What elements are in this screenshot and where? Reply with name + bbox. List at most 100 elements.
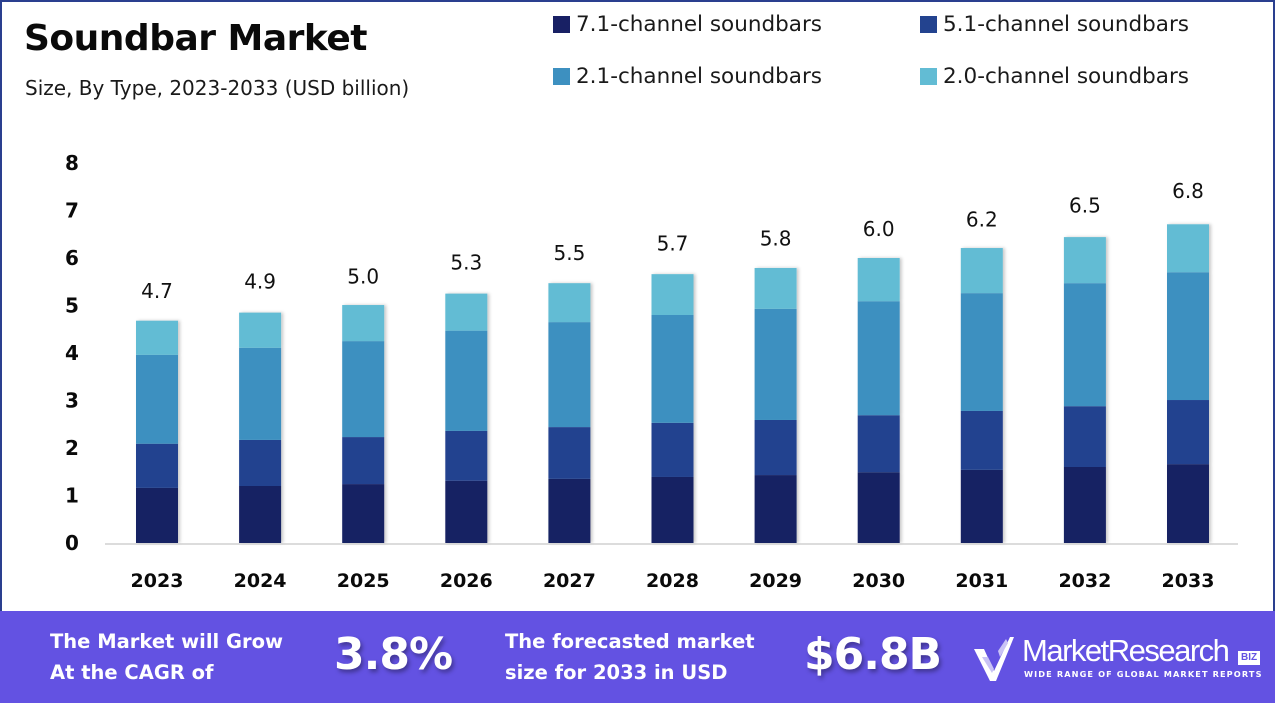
bar-segment-7-1-channel-soundbars	[445, 480, 488, 543]
y-tick-label: 0	[65, 531, 79, 555]
bar-segment-7-1-channel-soundbars	[651, 476, 694, 543]
y-tick-label: 5	[65, 294, 79, 318]
bar-stack-2030	[857, 258, 900, 543]
bar-segment-7-1-channel-soundbars	[857, 472, 900, 543]
total-data-label: 6.8	[1172, 179, 1204, 203]
total-data-label: 5.8	[760, 227, 792, 251]
x-tick-label: 2027	[543, 570, 596, 592]
bar-segment-2-0-channel-soundbars	[651, 274, 694, 315]
bar-segment-2-1-channel-soundbars	[1063, 283, 1106, 407]
bar-segment-5-1-channel-soundbars	[1167, 400, 1209, 465]
bar-segment-2-1-channel-soundbars	[239, 347, 282, 440]
bar-stack-2032	[1063, 237, 1106, 543]
bar-segment-2-1-channel-soundbars	[651, 315, 694, 423]
chart-subtitle: Size, By Type, 2023-2033 (USD billion)	[25, 76, 410, 100]
bar-segment-5-1-channel-soundbars	[445, 430, 488, 481]
x-tick-label: 2026	[440, 570, 493, 592]
x-axis: 2023 2024 2025 2026 2027 2028 2029 2030 2031 2032…	[131, 570, 1215, 592]
total-data-label: 6.0	[863, 217, 895, 241]
bar-segment-5-1-channel-soundbars	[136, 443, 178, 488]
brand-badge: BIZ	[1238, 651, 1261, 665]
cagr-caption-line2: At the CAGR of	[50, 661, 214, 684]
y-axis: 0 1 2 3 4 5 6 7 8	[65, 151, 79, 555]
bar-stack-2027	[548, 283, 591, 543]
bars	[136, 224, 1209, 543]
cagr-caption: The Market will Grow At the CAGR of	[50, 626, 283, 688]
x-tick-label: 2030	[852, 570, 905, 592]
x-tick-label: 2023	[131, 570, 184, 592]
legend-swatch-2-0	[920, 68, 937, 85]
brand-logo-icon	[974, 637, 1014, 681]
brand-tagline: WIDE RANGE OF GLOBAL MARKET REPORTS	[1024, 669, 1263, 679]
y-tick-label: 4	[65, 341, 79, 365]
bar-segment-5-1-channel-soundbars	[548, 427, 591, 479]
legend-swatch-7-1	[553, 16, 570, 33]
forecast-value: $6.8B	[804, 629, 942, 680]
y-tick-label: 7	[65, 199, 79, 223]
bar-segment-7-1-channel-soundbars	[342, 484, 385, 543]
bar-segment-2-0-channel-soundbars	[445, 293, 488, 331]
bar-segment-2-1-channel-soundbars	[445, 330, 488, 431]
bar-segment-2-0-channel-soundbars	[1063, 237, 1106, 284]
legend-item-2-1: 2.1-channel soundbars	[553, 64, 822, 89]
bar-segment-5-1-channel-soundbars	[239, 439, 282, 486]
total-data-label: 5.5	[553, 241, 585, 265]
bar-segment-2-1-channel-soundbars	[960, 293, 1003, 411]
total-data-label: 5.3	[450, 250, 482, 274]
total-data-label: 4.7	[141, 279, 173, 303]
x-tick-label: 2025	[337, 570, 390, 592]
legend-label: 7.1-channel soundbars	[576, 12, 822, 37]
data-labels: 4.7 4.9 5.0 5.3 5.5 5.7 5.8 6.0 6.2 6.5 6.8	[141, 179, 1204, 303]
bar-segment-2-1-channel-soundbars	[754, 308, 797, 420]
bar-segment-5-1-channel-soundbars	[857, 415, 900, 473]
bar-stack-2029	[754, 267, 797, 543]
bar-segment-7-1-channel-soundbars	[548, 478, 591, 543]
bar-segment-5-1-channel-soundbars	[754, 419, 797, 476]
y-tick-label: 8	[65, 151, 79, 175]
total-data-label: 6.5	[1069, 193, 1101, 217]
chart-frame: Soundbar Market Size, By Type, 2023-2033…	[0, 0, 1275, 612]
forecast-caption-line1: The forecasted market	[505, 630, 755, 653]
cagr-caption-line1: The Market will Grow	[50, 630, 284, 653]
bar-segment-2-1-channel-soundbars	[1167, 272, 1209, 401]
bar-stack-2026	[445, 293, 488, 543]
legend-swatch-5-1	[920, 16, 937, 33]
bar-segment-2-1-channel-soundbars	[342, 341, 385, 438]
total-data-label: 5.0	[347, 265, 379, 289]
bar-segment-7-1-channel-soundbars	[239, 486, 282, 543]
x-tick-label: 2032	[1058, 570, 1111, 592]
total-data-label: 5.7	[657, 231, 689, 255]
bar-segment-2-0-channel-soundbars	[548, 283, 591, 323]
bar-segment-2-0-channel-soundbars	[857, 258, 900, 302]
bar-segment-7-1-channel-soundbars	[1167, 464, 1209, 543]
x-tick-label: 2033	[1162, 570, 1215, 592]
brand-name: MarketResearch	[1022, 633, 1230, 668]
legend-item-5-1: 5.1-channel soundbars	[920, 12, 1189, 37]
bar-segment-5-1-channel-soundbars	[342, 437, 385, 485]
bar-segment-2-0-channel-soundbars	[342, 305, 385, 342]
legend-label: 5.1-channel soundbars	[943, 12, 1189, 37]
bar-segment-2-1-channel-soundbars	[136, 354, 178, 444]
bar-segment-7-1-channel-soundbars	[136, 487, 178, 543]
bar-segment-2-0-channel-soundbars	[239, 312, 282, 348]
bar-segment-7-1-channel-soundbars	[754, 475, 797, 543]
bar-segment-5-1-channel-soundbars	[960, 410, 1003, 470]
bar-segment-2-0-channel-soundbars	[136, 320, 178, 355]
legend-item-7-1: 7.1-channel soundbars	[553, 12, 822, 37]
bar-segment-5-1-channel-soundbars	[1063, 406, 1106, 467]
forecast-caption: The forecasted market size for 2033 in U…	[505, 626, 755, 688]
x-tick-label: 2028	[646, 570, 699, 592]
bar-stack-2024	[239, 312, 282, 543]
x-tick-label: 2031	[955, 570, 1008, 592]
bar-stack-2033	[1167, 224, 1209, 543]
bar-stack-2031	[960, 248, 1003, 543]
y-tick-label: 2	[65, 436, 79, 460]
bar-segment-7-1-channel-soundbars	[960, 469, 1003, 543]
bar-segment-2-1-channel-soundbars	[857, 301, 900, 416]
x-tick-label: 2024	[234, 570, 287, 592]
bar-segment-2-1-channel-soundbars	[548, 322, 591, 428]
chart-title: Soundbar Market	[24, 18, 368, 59]
cagr-value: 3.8%	[334, 629, 453, 680]
bar-segment-5-1-channel-soundbars	[651, 422, 694, 477]
